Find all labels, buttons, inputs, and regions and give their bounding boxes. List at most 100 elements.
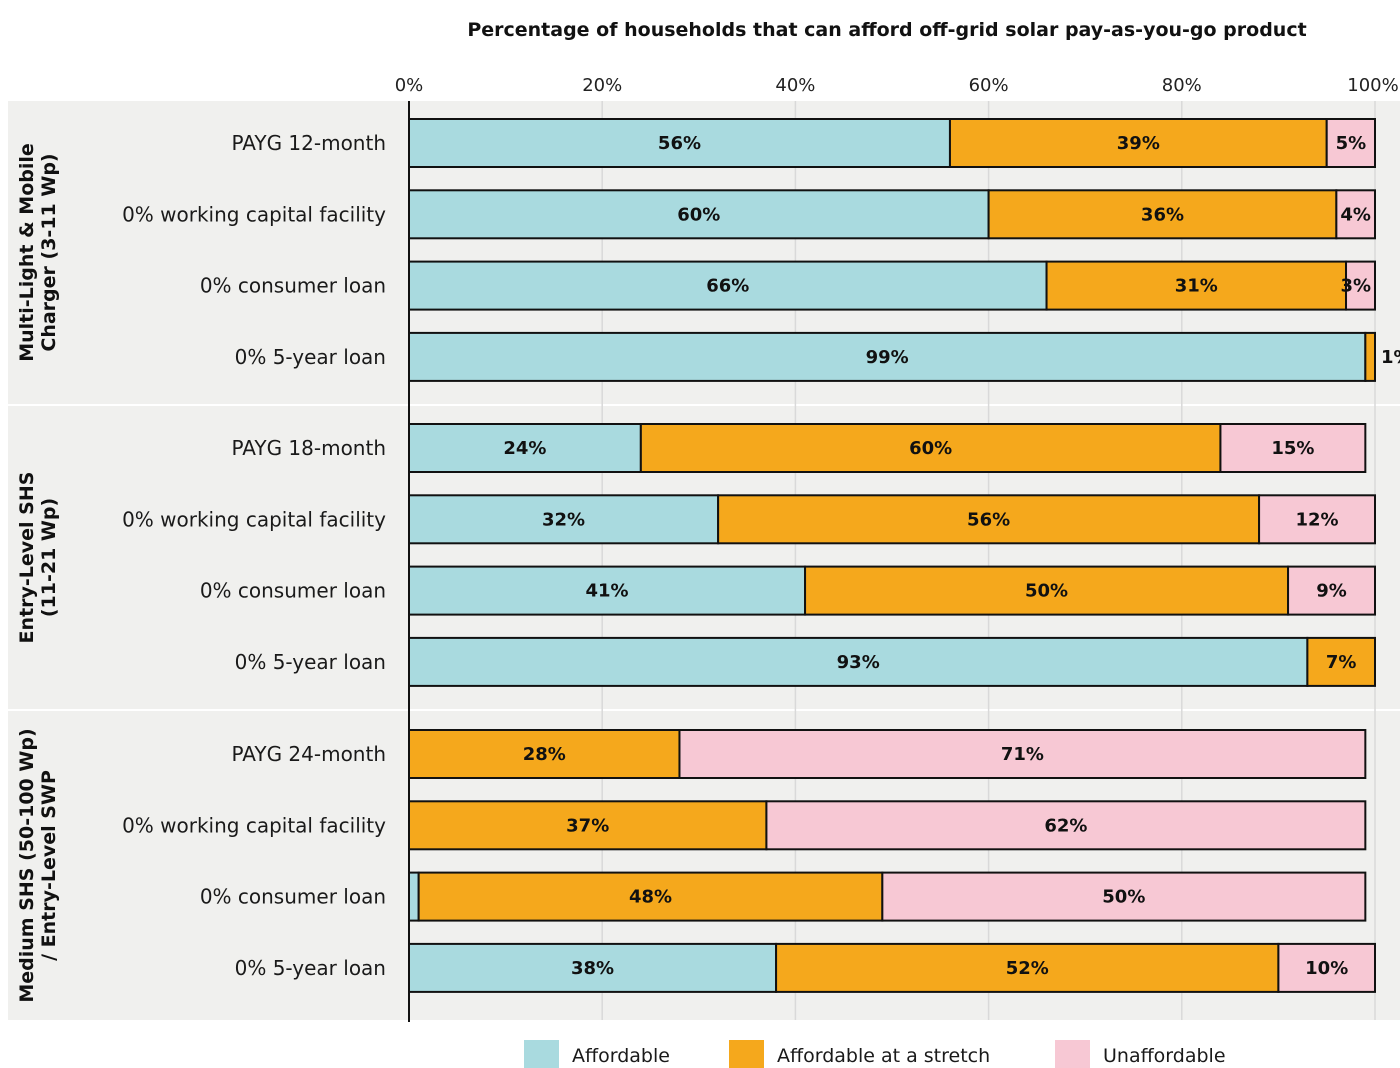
data-label: 7%	[1326, 652, 1357, 673]
bar-segment-unaffordable	[1219, 423, 1367, 473]
x-axis-ticks: 0% 20% 40% 60% 80% 100%	[395, 75, 1399, 96]
category-label: PAYG 24-month	[231, 742, 386, 766]
x-tick-label: 20%	[582, 75, 622, 96]
data-label: 4%	[1340, 204, 1371, 225]
bar-segment-affordable-at-a-stretch	[639, 423, 1222, 473]
data-label: 12%	[1295, 509, 1338, 530]
bar-segment-unaffordable	[1325, 118, 1376, 168]
category-label: PAYG 12-month	[231, 131, 386, 155]
data-label: 66%	[706, 276, 749, 297]
category-label: 0% working capital facility	[122, 202, 386, 226]
data-label: 5%	[1336, 133, 1367, 154]
category-label: 0% 5-year loan	[235, 956, 386, 980]
data-label: 39%	[1117, 133, 1160, 154]
data-label: 48%	[629, 887, 672, 908]
gridlines	[601, 101, 1376, 1020]
group-label-line: (11-21 Wp)	[38, 498, 60, 617]
data-label: 93%	[837, 652, 880, 673]
data-label: 50%	[1102, 887, 1145, 908]
data-label: 28%	[523, 744, 566, 765]
group-label-line: Medium SHS (50-100 Wp)	[16, 728, 38, 1002]
data-label: 56%	[967, 509, 1010, 530]
data-label: 56%	[658, 133, 701, 154]
bar-segment-affordable	[408, 189, 990, 240]
group-label: Medium SHS (50-100 Wp)/ Entry-Level SWP	[16, 728, 60, 1002]
group-label: Entry-Level SHS(11-21 Wp)	[16, 472, 60, 644]
x-tick-label: 100%	[1347, 75, 1398, 96]
data-label: 32%	[542, 509, 585, 530]
data-label: 3%	[1340, 276, 1371, 297]
category-label: 0% working capital facility	[122, 507, 386, 531]
category-label: 0% consumer loan	[200, 274, 386, 298]
data-label: 9%	[1316, 581, 1347, 602]
legend-swatch	[1055, 1040, 1090, 1068]
bar-segment-affordable-at-a-stretch	[987, 189, 1338, 240]
group-label-line: Charger (3-11 Wp)	[38, 153, 60, 351]
data-label: 36%	[1141, 204, 1184, 225]
bar-segment-affordable-at-a-stretch	[408, 729, 681, 779]
bar-segment-unaffordable	[1258, 494, 1376, 545]
bar-segment-affordable	[408, 636, 1309, 687]
bar-segment-unaffordable	[1277, 942, 1377, 993]
legend-swatch	[524, 1040, 559, 1068]
bar-segment-affordable	[408, 565, 807, 616]
bar-segment-affordable	[408, 260, 1048, 311]
category-label: 0% 5-year loan	[235, 345, 386, 369]
category-label: 0% 5-year loan	[235, 650, 386, 674]
bar-segment-unaffordable	[1335, 189, 1376, 240]
bar-segment-affordable	[408, 331, 1367, 382]
x-tick-label: 60%	[969, 75, 1009, 96]
group-label-line: Multi-Light & Mobile	[16, 143, 38, 362]
group-label-line: / Entry-Level SWP	[38, 770, 60, 961]
legend: Affordable Affordable at a stretch Unaffor…	[524, 1040, 1226, 1068]
bar-segment-affordable	[408, 423, 642, 473]
data-label: 99%	[866, 347, 909, 368]
bar-segment-affordable-at-a-stretch	[948, 118, 1328, 168]
data-label: 15%	[1271, 438, 1314, 459]
data-label: 24%	[503, 438, 546, 459]
category-label: 0% working capital facility	[122, 813, 386, 837]
category-label: PAYG 18-month	[231, 436, 386, 460]
data-label: 71%	[1001, 744, 1044, 765]
chart-title: Percentage of households that can afford…	[467, 19, 1306, 41]
bar-segment-affordable-at-a-stretch	[804, 565, 1290, 616]
data-label: 50%	[1025, 581, 1068, 602]
bar-segment-affordable-at-a-stretch	[775, 942, 1280, 993]
data-label: 38%	[571, 958, 614, 979]
bar-segment-affordable-at-a-stretch	[1306, 636, 1377, 687]
data-label: 60%	[677, 204, 720, 225]
data-label: 52%	[1006, 958, 1049, 979]
group-label: Multi-Light & MobileCharger (3-11 Wp)	[16, 143, 60, 362]
category-label: 0% consumer loan	[200, 885, 386, 909]
legend-label: Unaffordable	[1103, 1045, 1226, 1067]
category-label: 0% consumer loan	[200, 579, 386, 603]
bar-segment-affordable	[408, 871, 420, 922]
bar-segment-unaffordable	[765, 800, 1367, 851]
category-labels: PAYG 12-month 0% working capital facility…	[122, 131, 386, 980]
x-tick-label: 0%	[395, 75, 424, 96]
bar-segment-unaffordable	[1345, 260, 1377, 311]
data-label: 60%	[909, 438, 952, 459]
bars: 56% 39% 5% 60% 36% 4% 66% 31% 3% 99% 1% 24% 60% 15% 32…	[408, 118, 1400, 993]
bar-segment-affordable-at-a-stretch	[717, 494, 1261, 545]
data-label: 1%	[1381, 347, 1400, 368]
group-labels: Multi-Light & MobileCharger (3-11 Wp) Ent…	[16, 143, 60, 1002]
data-label: 62%	[1044, 815, 1087, 836]
bar-segment-unaffordable	[881, 871, 1367, 922]
bar-segment-unaffordable	[1287, 565, 1377, 616]
legend-label: Affordable	[572, 1045, 670, 1067]
legend-label: Affordable at a stretch	[777, 1045, 990, 1067]
group-label-line: Entry-Level SHS	[16, 472, 38, 644]
data-label: 31%	[1175, 276, 1218, 297]
x-tick-label: 40%	[775, 75, 815, 96]
bar-segment-affordable-at-a-stretch	[1364, 331, 1376, 382]
data-label: 10%	[1305, 958, 1348, 979]
bar-segment-unaffordable	[678, 729, 1367, 779]
data-label: 37%	[566, 815, 609, 836]
bar-segment-affordable	[408, 494, 720, 545]
x-tick-label: 80%	[1162, 75, 1202, 96]
bar-segment-affordable-at-a-stretch	[1045, 260, 1348, 311]
data-label: 41%	[585, 581, 628, 602]
legend-swatch	[729, 1040, 764, 1068]
